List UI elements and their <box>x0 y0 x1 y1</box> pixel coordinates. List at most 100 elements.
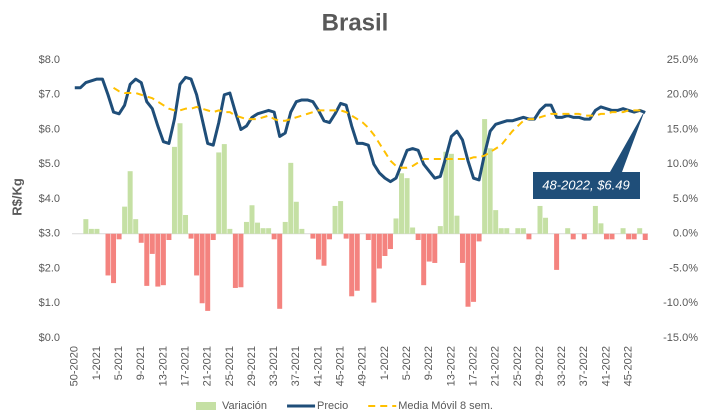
x-tick-label: 41-2022 <box>600 346 612 386</box>
bar <box>598 223 604 234</box>
bar <box>609 233 615 240</box>
callout: 48-2022, $6.49 <box>533 110 645 199</box>
bar <box>399 173 405 234</box>
bar <box>210 233 216 241</box>
x-tick-label: 9-2022 <box>423 346 435 380</box>
x-tick-label: 13-2022 <box>445 346 457 386</box>
bar <box>581 233 587 240</box>
bar <box>404 178 410 234</box>
y-tick-label: $4.0 <box>39 193 60 205</box>
bar <box>177 123 183 234</box>
bar <box>227 228 233 234</box>
legend-label: Precio <box>317 400 348 412</box>
bar <box>637 228 643 234</box>
bar <box>620 228 626 234</box>
bar <box>171 146 177 234</box>
annotation: 48-2022, $6.49 <box>542 177 629 192</box>
bar <box>105 233 111 276</box>
bar <box>94 228 100 234</box>
bar <box>332 205 338 234</box>
bar <box>415 233 421 241</box>
bar <box>432 233 438 263</box>
bar <box>155 233 161 287</box>
y-tick-label: $0.0 <box>39 332 60 344</box>
bar <box>459 233 465 263</box>
bar <box>487 148 493 234</box>
bar <box>454 215 460 234</box>
x-tick-label: 29-2022 <box>534 346 546 386</box>
bar <box>382 233 388 256</box>
bar <box>448 153 454 234</box>
bar <box>260 228 266 234</box>
bar <box>410 227 416 234</box>
bar <box>437 226 443 234</box>
bar <box>421 233 427 286</box>
bar <box>221 144 227 234</box>
y2-tick-label: -15.0% <box>663 332 698 344</box>
bar <box>543 217 549 234</box>
legend-label: Variación <box>222 400 267 412</box>
bar <box>232 233 238 288</box>
bar <box>310 233 316 239</box>
bar <box>288 162 294 234</box>
bar <box>315 233 321 260</box>
callout-box <box>533 110 645 199</box>
bar <box>277 233 283 309</box>
bar <box>476 233 482 242</box>
bar <box>443 151 449 234</box>
x-tick-label: 17-2021 <box>179 346 191 386</box>
bar <box>343 233 349 239</box>
x-tick-label: 29-2021 <box>246 346 258 386</box>
bar <box>205 233 211 311</box>
y2-tick-label: 5.0% <box>673 193 698 205</box>
bar <box>498 228 504 234</box>
bar <box>166 233 172 241</box>
bar <box>188 233 194 239</box>
bar <box>526 233 532 240</box>
bar <box>354 233 360 291</box>
bar <box>515 228 521 234</box>
bar <box>426 233 432 262</box>
bar <box>282 221 288 234</box>
bar <box>465 233 471 307</box>
bar <box>199 233 205 304</box>
bar <box>243 221 249 234</box>
bar <box>626 233 632 240</box>
price-line <box>74 75 646 184</box>
x-tick-label: 33-2022 <box>556 346 568 386</box>
legend-swatch <box>196 402 216 410</box>
y-tick-label: $8.0 <box>39 54 60 66</box>
bar <box>349 233 355 297</box>
bar <box>149 233 155 254</box>
y-axis-label: R$/Kg <box>9 178 24 216</box>
bar <box>493 210 499 234</box>
bar <box>565 228 571 234</box>
y2-tick-label: -5.0% <box>669 262 698 274</box>
y2-tick-label: 10.0% <box>667 158 698 170</box>
x-tick-label: 41-2021 <box>312 346 324 386</box>
x-tick-label: 49-2021 <box>357 346 369 386</box>
bar <box>299 228 305 234</box>
bar <box>603 233 609 240</box>
x-tick-label: 1-2022 <box>379 346 391 380</box>
x-tick-label: 5-2022 <box>401 346 413 380</box>
bar <box>255 222 261 234</box>
bar <box>116 233 122 240</box>
bar <box>393 218 399 234</box>
x-tick-label: 50-2020 <box>69 346 81 386</box>
bar <box>321 233 327 266</box>
bar <box>133 219 139 234</box>
y-tick-label: $3.0 <box>39 228 60 240</box>
bar <box>471 233 477 302</box>
bar <box>592 205 598 234</box>
legend-label: Media Móvil 8 sem. <box>398 400 493 412</box>
bar <box>482 119 488 234</box>
bar <box>111 233 117 284</box>
y-tick-label: $6.0 <box>39 123 60 135</box>
bar <box>122 206 128 234</box>
x-tick-label: 5-2021 <box>113 346 125 380</box>
y-tick-label: $5.0 <box>39 158 60 170</box>
bar <box>554 233 560 270</box>
x-tick-label: 45-2021 <box>335 346 347 386</box>
